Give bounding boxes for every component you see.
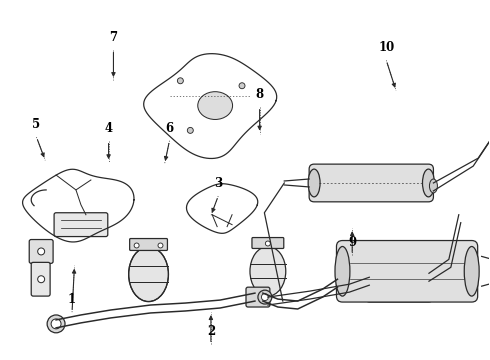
Text: 1: 1 bbox=[68, 293, 76, 306]
Ellipse shape bbox=[177, 78, 183, 84]
Ellipse shape bbox=[427, 264, 431, 267]
Ellipse shape bbox=[368, 287, 371, 291]
FancyBboxPatch shape bbox=[54, 213, 108, 237]
Ellipse shape bbox=[239, 83, 245, 89]
Ellipse shape bbox=[427, 287, 431, 291]
Ellipse shape bbox=[429, 179, 438, 193]
Ellipse shape bbox=[363, 257, 375, 297]
Ellipse shape bbox=[266, 241, 270, 246]
Ellipse shape bbox=[187, 127, 193, 133]
Ellipse shape bbox=[308, 169, 320, 197]
Text: 10: 10 bbox=[378, 41, 394, 54]
Ellipse shape bbox=[38, 248, 45, 255]
Ellipse shape bbox=[335, 247, 350, 296]
Ellipse shape bbox=[198, 92, 233, 120]
Ellipse shape bbox=[258, 290, 272, 304]
Text: 5: 5 bbox=[32, 118, 41, 131]
Ellipse shape bbox=[261, 294, 269, 301]
Ellipse shape bbox=[47, 315, 65, 333]
FancyBboxPatch shape bbox=[337, 240, 478, 302]
Ellipse shape bbox=[134, 243, 139, 248]
Text: 6: 6 bbox=[166, 122, 173, 135]
Text: 4: 4 bbox=[104, 122, 113, 135]
Ellipse shape bbox=[422, 169, 435, 197]
FancyBboxPatch shape bbox=[29, 239, 53, 264]
FancyBboxPatch shape bbox=[309, 164, 434, 202]
Ellipse shape bbox=[423, 257, 435, 297]
FancyBboxPatch shape bbox=[246, 287, 270, 307]
Text: 2: 2 bbox=[207, 325, 215, 338]
Ellipse shape bbox=[250, 247, 286, 296]
Ellipse shape bbox=[51, 319, 61, 329]
FancyBboxPatch shape bbox=[31, 262, 50, 296]
Text: 9: 9 bbox=[348, 236, 356, 249]
Text: 8: 8 bbox=[256, 88, 264, 101]
Ellipse shape bbox=[38, 276, 45, 283]
Text: 3: 3 bbox=[214, 177, 222, 190]
Ellipse shape bbox=[464, 247, 479, 296]
FancyBboxPatch shape bbox=[367, 252, 432, 302]
Ellipse shape bbox=[129, 247, 169, 302]
Ellipse shape bbox=[368, 264, 371, 267]
FancyBboxPatch shape bbox=[130, 239, 168, 251]
Ellipse shape bbox=[158, 243, 163, 248]
FancyBboxPatch shape bbox=[252, 238, 284, 248]
Text: 7: 7 bbox=[109, 31, 118, 44]
